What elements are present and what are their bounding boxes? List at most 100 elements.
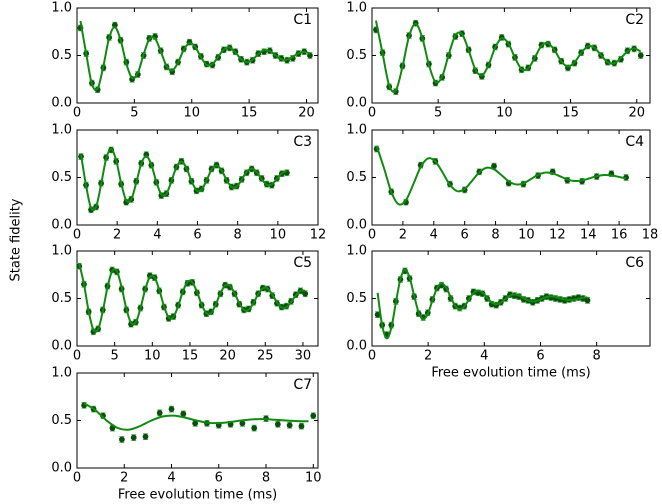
- data-point: [118, 436, 125, 443]
- data-point: [142, 433, 149, 440]
- x-tick-label: 8: [491, 228, 499, 243]
- x-tick-label: 5: [434, 106, 442, 121]
- x-tick-label: 4: [480, 349, 488, 364]
- y-tick-label: 1.0: [51, 123, 72, 138]
- x-tick-label: 2: [424, 349, 432, 364]
- x-tick-label: 10: [518, 228, 535, 243]
- y-tick-label: 0.0: [346, 96, 367, 111]
- data-point: [168, 406, 175, 413]
- x-tick-label: 20: [628, 106, 645, 121]
- x-tick-label: 18: [642, 228, 659, 243]
- x-tick-label: 15: [562, 106, 579, 121]
- x-tick-label: 10: [144, 349, 161, 364]
- data-point: [192, 420, 199, 427]
- y-tick-label: 0.5: [51, 291, 72, 306]
- x-tick-label: 8: [593, 349, 601, 364]
- fit-line: [375, 145, 627, 206]
- x-tick-label: 10: [305, 471, 322, 486]
- y-tick-label: 0.0: [51, 218, 72, 233]
- y-tick-label: 1.0: [346, 123, 367, 138]
- x-axis-label: Free evolution time (ms): [118, 488, 277, 503]
- x-tick-label: 0: [73, 471, 81, 486]
- axes-frame: [76, 250, 319, 347]
- y-tick-label: 1.0: [346, 1, 367, 16]
- panel-label: C5: [293, 255, 312, 271]
- y-tick-label: 1.0: [51, 1, 72, 16]
- x-tick-label: 15: [241, 106, 258, 121]
- x-tick-label: 0: [368, 349, 376, 364]
- panel-label: C7: [293, 377, 312, 393]
- fit-line: [374, 20, 642, 93]
- x-tick-label: 10: [270, 228, 287, 243]
- y-tick-label: 0.5: [51, 170, 72, 185]
- data-point: [298, 423, 305, 430]
- y-tick-label: 0.0: [51, 339, 72, 354]
- y-tick-label: 0.5: [346, 170, 367, 185]
- x-tick-label: 2: [120, 471, 128, 486]
- x-tick-label: 10: [183, 106, 200, 121]
- panel: 0.0 0.5 1.0 0 5 10 15 20 C2: [346, 1, 651, 121]
- fit-line: [79, 20, 311, 91]
- data-point: [156, 410, 163, 416]
- panel: 0.0 0.5 1.0 0 5 10 15 20 25 30 C5: [51, 244, 319, 364]
- x-tick-label: 0: [73, 106, 81, 121]
- fit-line: [80, 147, 288, 212]
- x-tick-label: 0: [368, 228, 376, 243]
- panel: 0.0 0.5 1.0 0 5 10 15 20 C1: [51, 1, 319, 121]
- y-axis-label: State fidelity: [9, 198, 24, 281]
- x-tick-label: 10: [496, 106, 513, 121]
- data-point: [274, 421, 281, 428]
- panel: 0.0 0.5 1.0 0 2 4 6 8 10 C7 Free evolution time (m…: [51, 366, 321, 503]
- y-tick-label: 1.0: [346, 244, 367, 259]
- panel-label: C3: [293, 134, 312, 150]
- x-tick-label: 4: [167, 471, 175, 486]
- panel: 0.0 0.5 1.0 0 2 4 6 8 C6 Free evolution time (ms): [346, 244, 651, 381]
- y-tick-label: 1.0: [51, 244, 72, 259]
- x-axis-label: Free evolution time (ms): [431, 366, 590, 381]
- x-tick-label: 30: [295, 349, 312, 364]
- fit-line: [376, 268, 588, 340]
- x-tick-label: 6: [215, 471, 223, 486]
- fit-line: [83, 402, 309, 431]
- y-tick-label: 0.5: [346, 291, 367, 306]
- x-tick-label: 15: [182, 349, 199, 364]
- y-tick-label: 0.0: [346, 339, 367, 354]
- x-tick-label: 5: [111, 349, 119, 364]
- panel: 0.0 0.5 1.0 0 2 4 6 8 10 12 C3: [51, 123, 326, 243]
- x-tick-label: 6: [193, 228, 201, 243]
- x-tick-label: 8: [234, 228, 242, 243]
- x-tick-label: 5: [130, 106, 138, 121]
- x-tick-label: 12: [549, 228, 566, 243]
- panel-label: C2: [625, 12, 644, 28]
- x-tick-label: 6: [536, 349, 544, 364]
- x-tick-label: 0: [368, 106, 376, 121]
- data-point: [286, 422, 293, 429]
- fit-line: [78, 263, 306, 333]
- y-tick-label: 1.0: [51, 366, 72, 381]
- axes-frame: [76, 129, 319, 226]
- data-point: [584, 297, 591, 304]
- data-point: [251, 425, 258, 432]
- x-tick-label: 4: [153, 228, 161, 243]
- y-tick-label: 0.0: [346, 218, 367, 233]
- axes-frame: [371, 129, 651, 226]
- x-tick-label: 20: [298, 106, 315, 121]
- y-tick-label: 0.5: [51, 413, 72, 428]
- data-point: [130, 434, 137, 441]
- data-point: [637, 52, 644, 59]
- y-tick-label: 0.0: [51, 96, 72, 111]
- x-tick-label: 12: [310, 228, 327, 243]
- x-tick-label: 0: [73, 349, 81, 364]
- data-point: [310, 412, 317, 419]
- y-tick-label: 0.5: [51, 48, 72, 63]
- x-tick-label: 2: [399, 228, 407, 243]
- x-tick-label: 20: [219, 349, 236, 364]
- x-tick-label: 6: [461, 228, 469, 243]
- y-tick-label: 0.5: [346, 48, 367, 63]
- data-point: [239, 420, 246, 427]
- x-tick-label: 2: [113, 228, 121, 243]
- x-tick-label: 25: [257, 349, 274, 364]
- panel-label: C1: [293, 12, 312, 28]
